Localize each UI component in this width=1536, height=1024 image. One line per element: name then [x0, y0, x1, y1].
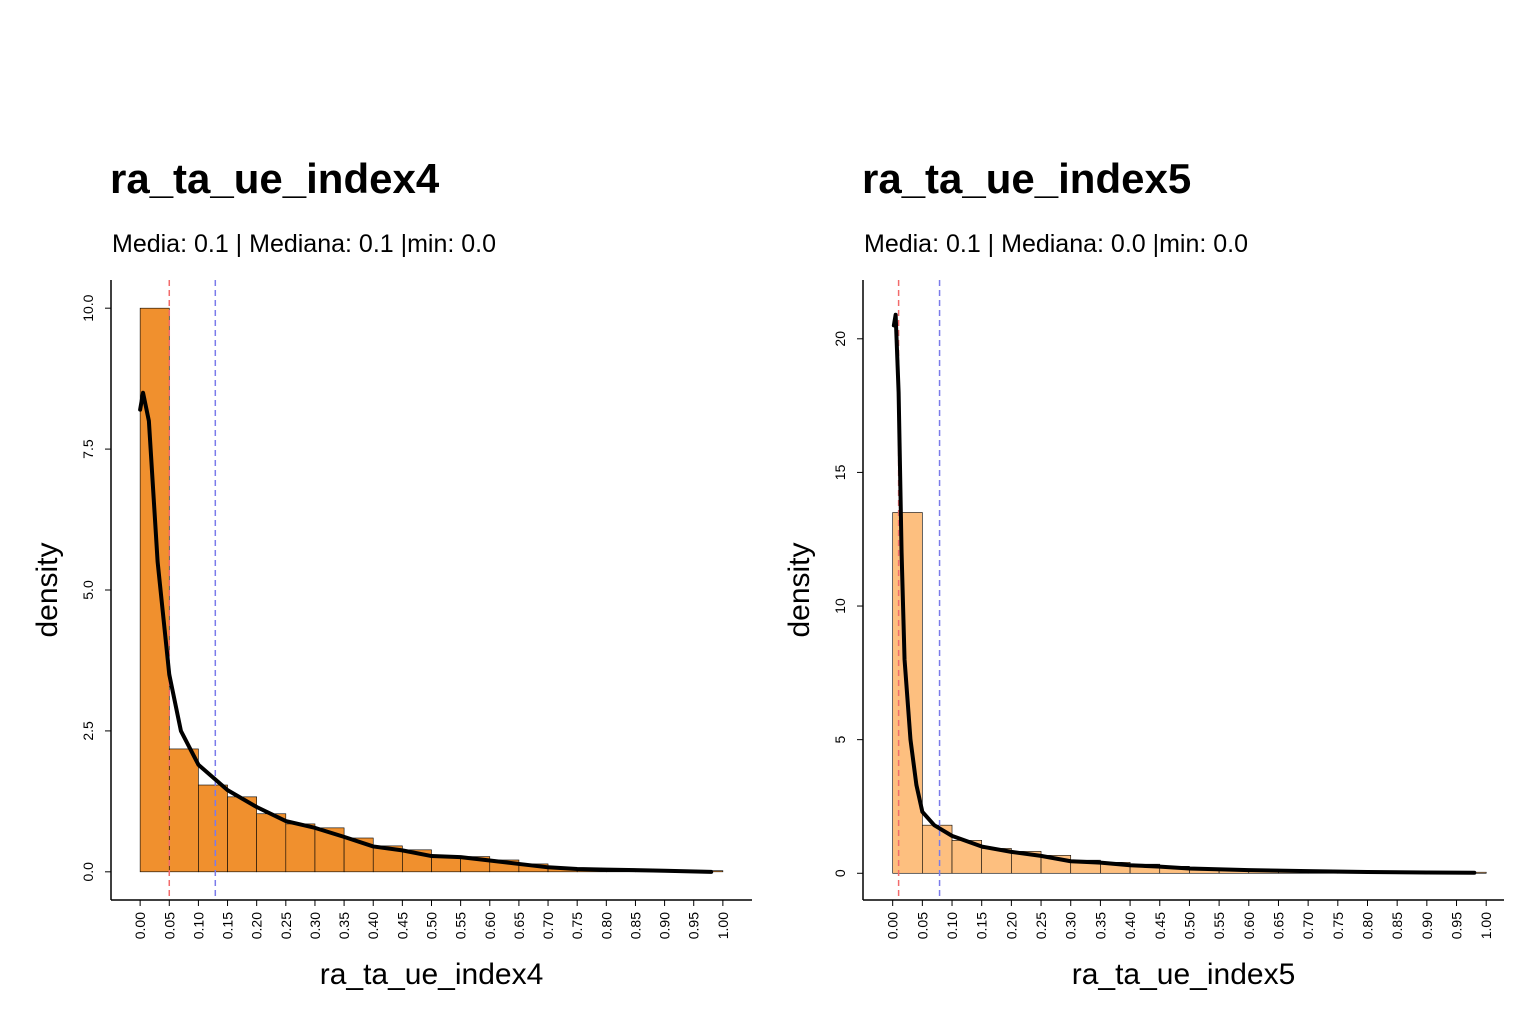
x-tick-label: 0.70 — [540, 912, 556, 939]
density-line — [891, 312, 1477, 875]
x-tick-label: 0.10 — [944, 912, 960, 939]
x-tick-label: 0.05 — [161, 912, 177, 939]
x-tick-label: 0.40 — [1122, 912, 1138, 939]
x-tick-label: 0.75 — [1330, 912, 1346, 939]
x-axis-label: ra_ta_ue_index5 — [1072, 958, 1296, 991]
x-tick-label: 0.35 — [1092, 912, 1108, 939]
x-tick-label: 0.20 — [1003, 912, 1019, 939]
x-tick-label: 0.80 — [1359, 912, 1375, 939]
y-tick-label: 10 — [832, 598, 848, 614]
bar — [168, 748, 199, 873]
bar — [285, 823, 316, 873]
y-tick-label: 0 — [832, 869, 848, 877]
x-tick-label: 0.65 — [1270, 912, 1286, 939]
y-axis-label: density — [31, 542, 64, 637]
x-tick-label: 0.00 — [132, 912, 148, 939]
x-tick-label: 0.65 — [511, 912, 527, 939]
y-tick-label: 7.5 — [80, 439, 96, 459]
x-tick-label: 0.75 — [569, 912, 585, 939]
chart-title: ra_ta_ue_index4 — [110, 155, 440, 202]
x-tick-label: 0.25 — [1033, 912, 1049, 939]
chart-title: ra_ta_ue_index5 — [862, 155, 1191, 202]
x-tick-label: 0.45 — [394, 912, 410, 939]
x-tick-label: 1.00 — [1478, 912, 1494, 939]
y-tick-label: 10.0 — [80, 294, 96, 321]
x-tick-label: 0.90 — [657, 912, 673, 939]
x-tick-label: 0.90 — [1419, 912, 1435, 939]
y-tick-label: 15 — [832, 464, 848, 480]
x-tick-label: 0.95 — [686, 912, 702, 939]
x-tick-label: 0.25 — [278, 912, 294, 939]
y-axis-label: density — [783, 542, 816, 637]
x-axis-label: ra_ta_ue_index4 — [320, 958, 544, 991]
y-tick-label: 5.0 — [80, 580, 96, 600]
x-tick-label: 0.95 — [1449, 912, 1465, 939]
x-tick-label: 0.80 — [598, 912, 614, 939]
x-tick-label: 0.40 — [365, 912, 381, 939]
y-tick-label: 5 — [832, 736, 848, 744]
x-tick-label: 0.60 — [1241, 912, 1257, 939]
x-tick-label: 0.15 — [974, 912, 990, 939]
x-tick-label: 1.00 — [715, 912, 731, 939]
density-line — [138, 390, 714, 874]
y-tick-label: 20 — [832, 331, 848, 347]
x-tick-label: 0.30 — [307, 912, 323, 939]
x-tick-label: 0.55 — [453, 912, 469, 939]
bar — [227, 796, 257, 873]
y-tick-label: 0.0 — [80, 862, 96, 882]
x-tick-label: 0.55 — [1211, 912, 1227, 939]
bar — [198, 784, 228, 873]
chart-subtitle: Media: 0.1 | Mediana: 0.0 |min: 0.0 — [864, 230, 1248, 258]
x-tick-label: 0.45 — [1152, 912, 1168, 939]
x-tick-label: 0.70 — [1300, 912, 1316, 939]
x-tick-label: 0.35 — [336, 912, 352, 939]
x-tick-label: 0.60 — [482, 912, 498, 939]
y-tick-label: 2.5 — [80, 721, 96, 741]
x-tick-label: 0.50 — [1181, 912, 1197, 939]
x-tick-label: 0.85 — [1389, 912, 1405, 939]
x-tick-label: 0.20 — [249, 912, 265, 939]
x-tick-label: 0.85 — [627, 912, 643, 939]
chart-subtitle: Media: 0.1 | Mediana: 0.1 |min: 0.0 — [112, 230, 496, 258]
x-tick-label: 0.30 — [1063, 912, 1079, 939]
x-tick-label: 0.05 — [914, 912, 930, 939]
x-tick-label: 0.10 — [190, 912, 206, 939]
x-tick-label: 0.15 — [220, 912, 236, 939]
x-tick-label: 0.00 — [885, 912, 901, 939]
bar — [256, 813, 287, 873]
x-tick-label: 0.50 — [424, 912, 440, 939]
